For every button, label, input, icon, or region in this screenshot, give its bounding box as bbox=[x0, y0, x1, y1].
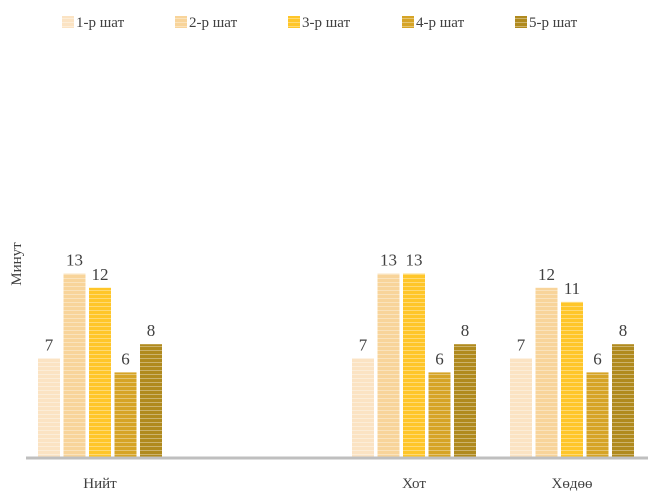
data-label: 13 bbox=[66, 251, 83, 270]
legend-label: 2-р шат bbox=[189, 15, 238, 31]
bar bbox=[38, 358, 60, 457]
y-axis-title: Минут bbox=[9, 242, 25, 286]
legend-swatch bbox=[62, 16, 74, 28]
legend-swatch bbox=[515, 16, 527, 28]
legend-swatch bbox=[288, 16, 300, 28]
bar bbox=[510, 358, 532, 457]
category-axis: Нийт Хот Хөдөө bbox=[83, 476, 592, 492]
legend-item: 1-р шат bbox=[62, 15, 125, 31]
data-label: 6 bbox=[121, 349, 130, 368]
legend-label: 1-р шат bbox=[76, 15, 125, 31]
data-label: 8 bbox=[619, 321, 628, 340]
data-label: 13 bbox=[406, 251, 423, 270]
category-label: Хөдөө bbox=[552, 476, 593, 492]
data-label: 7 bbox=[45, 335, 54, 354]
data-label: 7 bbox=[517, 335, 526, 354]
bar bbox=[535, 287, 558, 457]
legend: 1-р шат 2-р шат 3-р шат 4-р шат 5-р шат bbox=[62, 15, 578, 31]
legend-item: 2-р шат bbox=[175, 15, 238, 31]
legend-swatch bbox=[402, 16, 414, 28]
bar bbox=[352, 358, 374, 457]
category-label: Хот bbox=[402, 476, 426, 492]
bar bbox=[377, 273, 400, 457]
bar bbox=[403, 273, 425, 457]
bar bbox=[114, 372, 137, 457]
legend-item: 5-р шат bbox=[515, 15, 578, 31]
bar bbox=[612, 344, 634, 457]
data-label: 13 bbox=[380, 251, 397, 270]
bar bbox=[89, 287, 111, 457]
data-label: 11 bbox=[564, 279, 580, 298]
data-label: 8 bbox=[147, 321, 156, 340]
data-label: 6 bbox=[435, 349, 444, 368]
legend-label: 4-р шат bbox=[416, 15, 465, 31]
bar bbox=[561, 301, 583, 457]
data-label: 7 bbox=[359, 335, 368, 354]
data-label: 12 bbox=[538, 265, 555, 284]
bar bbox=[140, 344, 162, 457]
legend-label: 3-р шат bbox=[302, 15, 351, 31]
legend-label: 5-р шат bbox=[529, 15, 578, 31]
legend-item: 3-р шат bbox=[288, 15, 351, 31]
legend-swatch bbox=[175, 16, 187, 28]
bar bbox=[586, 372, 609, 457]
data-label: 6 bbox=[593, 349, 602, 368]
category-label: Нийт bbox=[83, 476, 117, 492]
bar bbox=[454, 344, 476, 457]
bar bbox=[428, 372, 451, 457]
data-label: 8 bbox=[461, 321, 470, 340]
bar bbox=[63, 273, 86, 457]
data-label: 12 bbox=[92, 265, 109, 284]
legend-item: 4-р шат bbox=[402, 15, 465, 31]
